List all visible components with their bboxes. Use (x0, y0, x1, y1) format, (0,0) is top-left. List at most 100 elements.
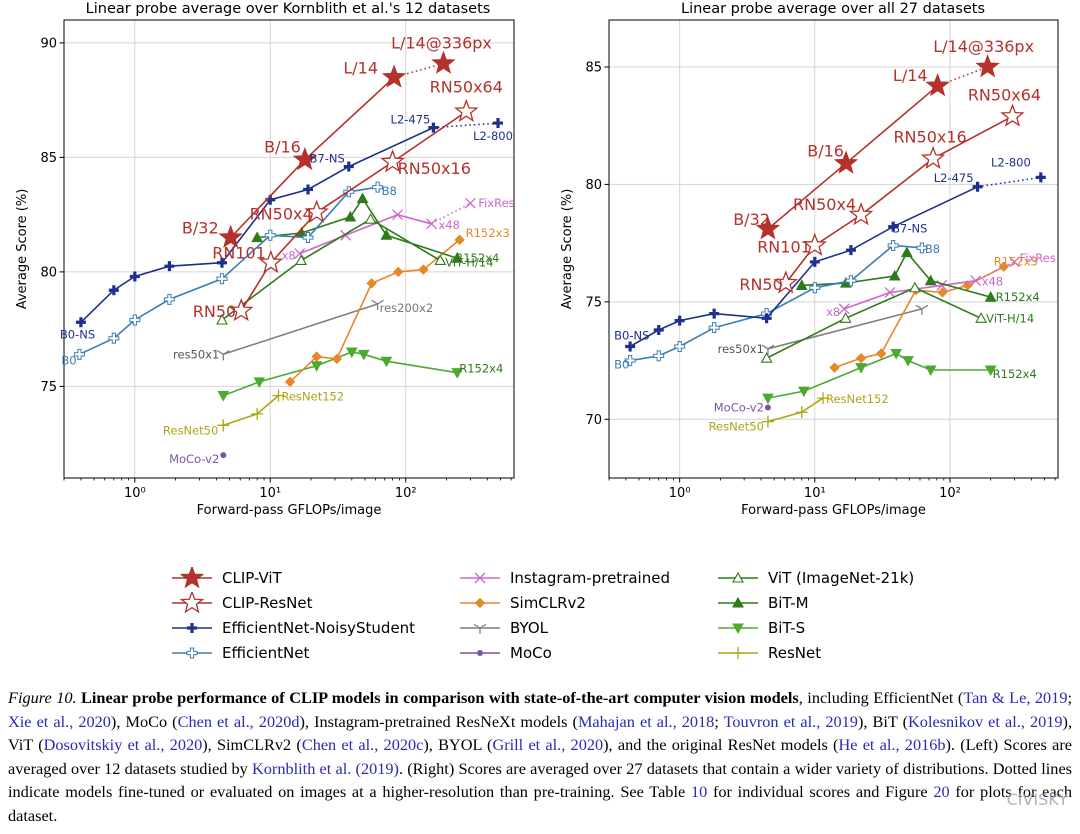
data-point-clipvit (431, 50, 456, 74)
citation-link[interactable]: Chen et al., 2020d (177, 711, 300, 731)
legend-marker (179, 567, 205, 589)
legend-item-byol: BYOL (458, 616, 548, 640)
data-point-bitm (795, 279, 808, 290)
data-point-eff (624, 355, 636, 367)
series-bits (217, 347, 464, 402)
data-point-clipres (802, 232, 828, 256)
point-annotation: x48 (982, 275, 1003, 289)
citation-link[interactable]: He et al., 2016b (838, 735, 946, 754)
citation-link[interactable]: Tan & Le, 2019 (963, 688, 1068, 707)
data-point-eff (73, 348, 85, 360)
citation-link[interactable]: Dosovitskiy et al., 2020 (43, 735, 203, 754)
series-line-insta (843, 279, 976, 310)
x-tick-label: 10⁰ (124, 486, 146, 501)
point-annotation: FixRes (1019, 251, 1055, 265)
series-vit (760, 281, 988, 363)
data-point-effns (809, 256, 820, 267)
data-point-effns (164, 261, 175, 272)
point-annotation: res200x2 (380, 301, 434, 315)
citation-link[interactable]: 10 (690, 782, 708, 801)
legend-marker (474, 572, 486, 584)
series-line-eff (79, 186, 378, 356)
legend-swatch (172, 623, 212, 633)
point-annotation: RN50x16 (398, 159, 471, 178)
legend-swatch (172, 647, 212, 659)
series-line-vit (221, 218, 441, 321)
data-point-clipvit (925, 72, 950, 97)
point-annotation: L2-475 (934, 171, 974, 185)
data-point-bitm (251, 231, 264, 243)
legend-swatch (172, 592, 212, 614)
legend-swatch (460, 650, 500, 656)
legend-item-vit: ViT (ImageNet-21k) (716, 566, 914, 590)
caption-text: ), ViT ( (8, 711, 1073, 755)
data-point-clipres (1000, 103, 1025, 127)
data-point-effns (1035, 172, 1046, 183)
data-point-clipvit (755, 216, 781, 240)
legend-item-simclr: SimCLRv2 (458, 591, 586, 615)
x-tick-label: 10² (395, 486, 417, 501)
y-tick-label: 85 (585, 60, 602, 75)
data-point-effns (303, 184, 314, 195)
data-point-insta (838, 303, 850, 315)
legend-marker (187, 623, 197, 633)
series-effns (75, 118, 504, 328)
legend-swatch (172, 567, 212, 589)
caption-bold: Linear probe performance of CLIP models … (81, 688, 799, 707)
data-point-bits (984, 365, 997, 376)
citation-link[interactable]: Xie et al., 2020 (8, 711, 111, 731)
data-point-eff (653, 350, 665, 362)
figure-caption: Figure 10. Linear probe performance of C… (8, 686, 1072, 827)
watermark-text: CIVISKY (1006, 790, 1068, 809)
citation-link[interactable]: 20 (933, 782, 950, 801)
y-tick-label: 75 (40, 380, 57, 395)
series-resnet (217, 389, 285, 432)
data-point-bitm (888, 269, 901, 281)
legend-label: CLIP-ViT (222, 569, 282, 587)
legend-swatch (460, 597, 500, 609)
data-point-effns (493, 118, 504, 129)
data-point-bits (855, 363, 867, 374)
data-point-eff (372, 181, 384, 193)
y-tick-label: 90 (40, 36, 57, 51)
x-tick-label: 10⁰ (669, 486, 691, 501)
legend-item-clipres: CLIP-ResNet (170, 591, 313, 615)
data-point-simclr (418, 264, 429, 275)
point-annotation: RN50x4 (250, 204, 313, 223)
data-point-eff (302, 232, 314, 244)
legend-label: ResNet (768, 644, 822, 662)
point-annotation: R152x3 (994, 255, 1038, 269)
data-point-bitm (924, 274, 937, 286)
data-point-clipres (258, 249, 284, 274)
data-point-effns (674, 315, 685, 326)
citation-link[interactable]: Kornblith et al. (2019) (252, 758, 399, 778)
data-point-vit (364, 213, 377, 224)
data-point-bitm (344, 210, 357, 222)
caption-label: Figure 10. (8, 688, 77, 707)
citation-link[interactable]: Chen et al., 2020c (301, 735, 424, 754)
series-line-byol (223, 303, 378, 356)
citation-link[interactable]: Mahajan et al., 2018 (577, 711, 715, 731)
citation-link[interactable]: Touvron et al., 2019 (723, 711, 858, 731)
series-clipres (773, 103, 1025, 294)
legend-marker (732, 623, 744, 635)
data-point-eff (845, 275, 857, 287)
data-point-vit (839, 312, 852, 323)
data-point-effns (108, 285, 119, 296)
caption-text: ; (714, 711, 724, 731)
chart-title: Linear probe average over Kornblith et a… (86, 1, 491, 17)
point-annotation: FixRes (478, 196, 514, 210)
data-point-effns (888, 221, 899, 232)
point-annotation: B/16 (807, 141, 844, 160)
legend-label: CLIP-ResNet (222, 594, 313, 612)
citation-link[interactable]: Kolesnikov et al., 2019 (908, 711, 1063, 731)
data-point-simclr (311, 351, 322, 362)
point-annotation: B8 (925, 242, 940, 256)
data-point-bits (798, 386, 810, 398)
legend-item-effns: EfficientNet-NoisyStudent (170, 616, 415, 640)
citation-link[interactable]: Grill et al., 2020 (492, 735, 604, 754)
data-point-simclr (393, 266, 404, 278)
data-point-clipvit (292, 146, 318, 171)
legend-swatch (460, 623, 500, 634)
data-point-vit (216, 313, 228, 325)
